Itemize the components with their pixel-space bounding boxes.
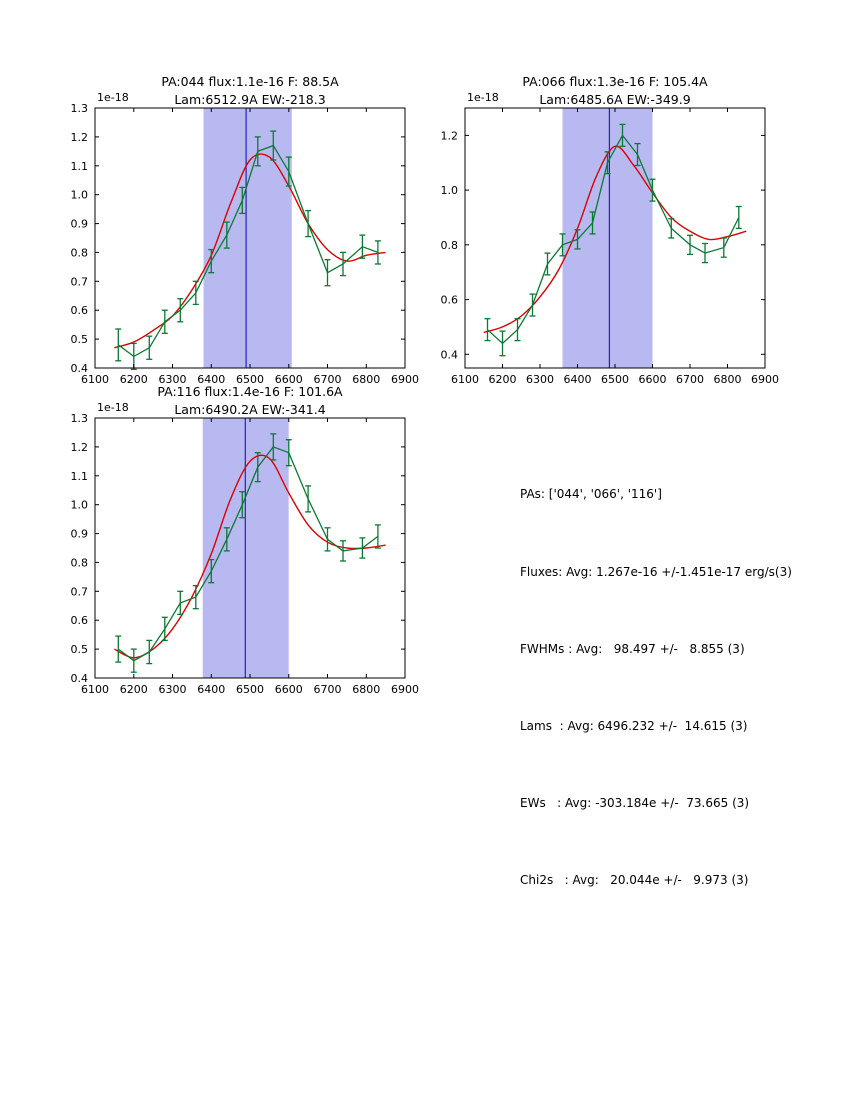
tick-labels: 6100 6200 6300 6400 6500 6600 6700 6800 6900 0.4 0…	[71, 412, 420, 696]
y-tick-label: 0.7	[71, 585, 89, 598]
y-tick-label: 1.1	[71, 470, 89, 483]
y-tick-label: 0.4	[71, 362, 89, 375]
x-tick-label: 6400	[197, 373, 225, 386]
fit-line	[114, 454, 386, 659]
x-tick-label: 6300	[159, 683, 187, 696]
tick-labels: 6100 6200 6300 6400 6500 6600 6700 6800 6900 0.4 0…	[441, 129, 780, 386]
y-offset-label: 1e-18	[97, 401, 129, 414]
chart-pa044: 6100 6200 6300 6400 6500 6600 6700 6800 6900 0.4 0…	[71, 74, 420, 386]
chart-title-line1: PA:066 flux:1.3e-16 F: 105.4A	[522, 74, 708, 89]
x-tick-label: 6500	[236, 683, 264, 696]
y-tick-label: 0.5	[71, 643, 89, 656]
y-tick-label: 1.0	[71, 189, 89, 202]
y-tick-label: 1.3	[71, 412, 89, 425]
y-tick-label: 1.2	[71, 131, 89, 144]
x-tick-label: 6200	[489, 373, 517, 386]
x-tick-label: 6400	[197, 683, 225, 696]
chart-title-line1: PA:116 flux:1.4e-16 F: 101.6A	[157, 384, 343, 399]
x-tick-label: 6900	[391, 683, 419, 696]
y-tick-label: 1.0	[71, 499, 89, 512]
x-tick-label: 6300	[159, 373, 187, 386]
y-tick-label: 1.1	[71, 160, 89, 173]
y-tick-label: 1.2	[71, 441, 89, 454]
x-tick-label: 6800	[352, 683, 380, 696]
x-tick-label: 6300	[526, 373, 554, 386]
highlight-band	[562, 108, 653, 368]
stats-line-pas: PAs: ['044', '066', '116']	[520, 487, 662, 502]
fit-line	[483, 145, 747, 334]
data-series	[484, 123, 742, 357]
y-tick-label: 1.3	[71, 102, 89, 115]
x-tick-label: 6200	[120, 373, 148, 386]
x-tick-label: 6200	[120, 683, 148, 696]
stats-line-fluxes: Fluxes: Avg: 1.267e-16 +/-1.451e-17 erg/…	[520, 564, 792, 579]
fit-line	[114, 153, 386, 349]
x-tick-label: 6500	[601, 373, 629, 386]
y-tick-label: 0.8	[71, 246, 89, 259]
x-tick-label: 6800	[714, 373, 742, 386]
x-tick-label: 6900	[391, 373, 419, 386]
stats-line-fwhms: FWHMs : Avg: 98.497 +/- 8.855 (3)	[520, 641, 745, 656]
y-offset-label: 1e-18	[97, 91, 129, 104]
x-tick-label: 6700	[314, 683, 342, 696]
stats-line-ews: EWs : Avg: -303.184e +/- 73.665 (3)	[520, 795, 750, 810]
highlight-band	[203, 108, 292, 368]
y-tick-label: 0.6	[441, 294, 459, 307]
y-tick-label: 0.4	[71, 672, 89, 685]
chart-title-line2: Lam:6485.6A EW:-349.9	[539, 92, 690, 107]
x-tick-label: 6600	[639, 373, 667, 386]
y-tick-label: 0.8	[71, 556, 89, 569]
x-tick-label: 6100	[451, 373, 479, 386]
x-tick-label: 6800	[352, 373, 380, 386]
y-tick-label: 1.2	[441, 129, 459, 142]
y-tick-label: 0.8	[441, 239, 459, 252]
x-tick-label: 6100	[81, 683, 109, 696]
chart-pa116: 6100 6200 6300 6400 6500 6600 6700 6800 6900 0.4 0…	[71, 384, 420, 696]
y-tick-label: 0.9	[71, 218, 89, 231]
x-tick-label: 6100	[81, 373, 109, 386]
chart-title-line2: Lam:6490.2A EW:-341.4	[174, 402, 325, 417]
stats-line-lams: Lams : Avg: 6496.232 +/- 14.615 (3)	[520, 718, 748, 733]
chart-title-line2: Lam:6512.9A EW:-218.3	[174, 92, 325, 107]
stats-panel: PAs: ['044', '066', '116'] Fluxes: Avg: …	[520, 431, 792, 919]
stats-line-chi2s: Chi2s : Avg: 20.044e +/- 9.973 (3)	[520, 872, 749, 887]
chart-pa066: 6100 6200 6300 6400 6500 6600 6700 6800 6900 0.4 0…	[441, 74, 780, 386]
y-tick-label: 0.7	[71, 275, 89, 288]
x-tick-label: 6700	[314, 373, 342, 386]
y-tick-label: 0.9	[71, 528, 89, 541]
x-tick-label: 6600	[275, 373, 303, 386]
chart-title-line1: PA:044 flux:1.1e-16 F: 88.5A	[161, 74, 339, 89]
axis-ticks	[464, 108, 766, 368]
y-tick-label: 0.6	[71, 614, 89, 627]
axis-ticks	[94, 107, 406, 369]
x-tick-label: 6400	[564, 373, 592, 386]
data-series	[115, 433, 381, 673]
x-tick-label: 6500	[236, 373, 264, 386]
y-offset-label: 1e-18	[467, 91, 499, 104]
y-tick-label: 0.5	[71, 333, 89, 346]
axis-ticks	[94, 417, 406, 679]
x-tick-label: 6900	[751, 373, 779, 386]
x-tick-label: 6700	[676, 373, 704, 386]
y-tick-label: 0.4	[441, 348, 459, 361]
x-tick-label: 6600	[275, 683, 303, 696]
tick-labels: 6100 6200 6300 6400 6500 6600 6700 6800 6900 0.4 0…	[71, 102, 420, 386]
data-series	[115, 130, 381, 371]
y-tick-label: 0.6	[71, 304, 89, 317]
y-tick-label: 1.0	[441, 184, 459, 197]
